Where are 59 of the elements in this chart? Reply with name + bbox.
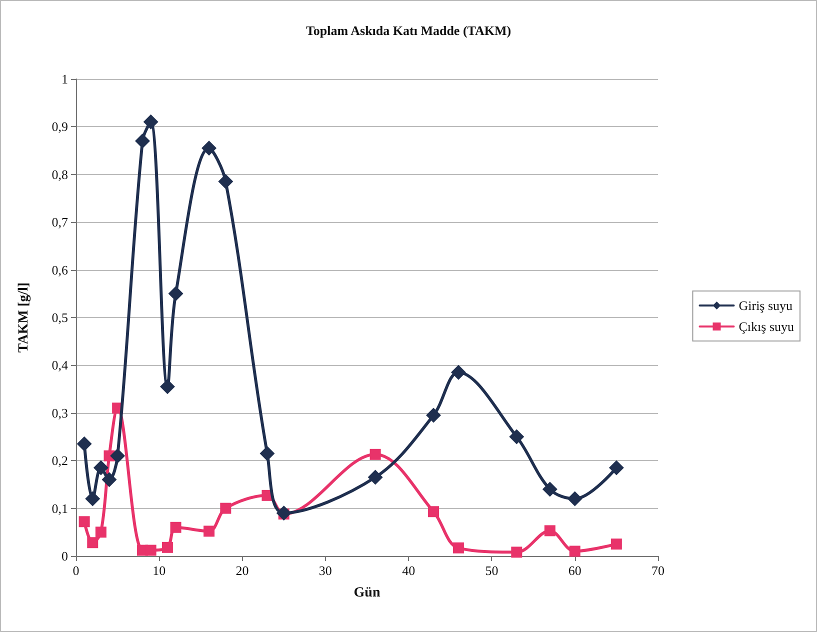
point	[220, 502, 232, 514]
point	[218, 174, 234, 190]
x-tick-label: 60	[568, 563, 582, 578]
point	[102, 472, 117, 488]
point	[168, 286, 184, 302]
point	[85, 491, 100, 506]
point	[610, 538, 622, 550]
y-tick-label: 1	[62, 72, 68, 86]
point	[145, 544, 156, 556]
point	[608, 460, 624, 476]
y-tick-label: 0,5	[52, 310, 68, 325]
point	[162, 542, 173, 553]
point	[511, 546, 522, 558]
point	[202, 140, 217, 156]
x-tick-label: 40	[402, 563, 416, 578]
point	[276, 506, 292, 521]
y-tick-label: 0,4	[52, 358, 68, 373]
x-tick-label: 10	[152, 563, 166, 578]
point	[368, 470, 383, 485]
y-tick-label: 0,8	[52, 166, 68, 182]
point	[87, 537, 98, 548]
point	[93, 460, 108, 476]
point	[450, 364, 466, 380]
point	[170, 522, 182, 533]
y-tick-label: 0,2	[52, 453, 68, 468]
point	[569, 546, 580, 557]
point	[567, 491, 582, 506]
x-axis-title: Gün	[354, 586, 380, 600]
point	[78, 516, 90, 528]
point	[452, 542, 464, 554]
x-tick-label: 20	[236, 563, 249, 578]
y-tick-label: 0,7	[52, 214, 68, 230]
y-tick-label: 0,1	[52, 500, 68, 516]
point	[426, 408, 442, 423]
x-tick-label: 0	[72, 563, 80, 578]
legend-label: Çıkış suyu	[738, 319, 794, 334]
legend-label: Giriş suyu	[738, 298, 794, 313]
point	[135, 134, 150, 149]
x-tick-label: 70	[652, 563, 664, 578]
point	[95, 526, 106, 538]
point	[542, 482, 558, 497]
x-tick-label: 50	[485, 563, 498, 578]
point	[110, 448, 126, 464]
point	[143, 114, 158, 130]
y-tick-label: 0,6	[52, 262, 68, 278]
y-axis-title: TAKM [g/l]	[16, 282, 32, 353]
point	[428, 506, 440, 518]
y-tick-label: 0,9	[52, 119, 68, 134]
point	[204, 526, 215, 537]
point	[370, 448, 381, 460]
point	[544, 525, 556, 536]
y-tick-label: 0,3	[52, 405, 68, 420]
point	[76, 436, 92, 452]
point	[160, 379, 175, 394]
point	[260, 446, 275, 461]
x-tick-label: 30	[318, 563, 332, 578]
point	[509, 429, 524, 444]
y-tick-label: 0	[62, 548, 68, 564]
chart-title: Toplam Askıda Katı Madde (TAKM)	[306, 23, 512, 38]
